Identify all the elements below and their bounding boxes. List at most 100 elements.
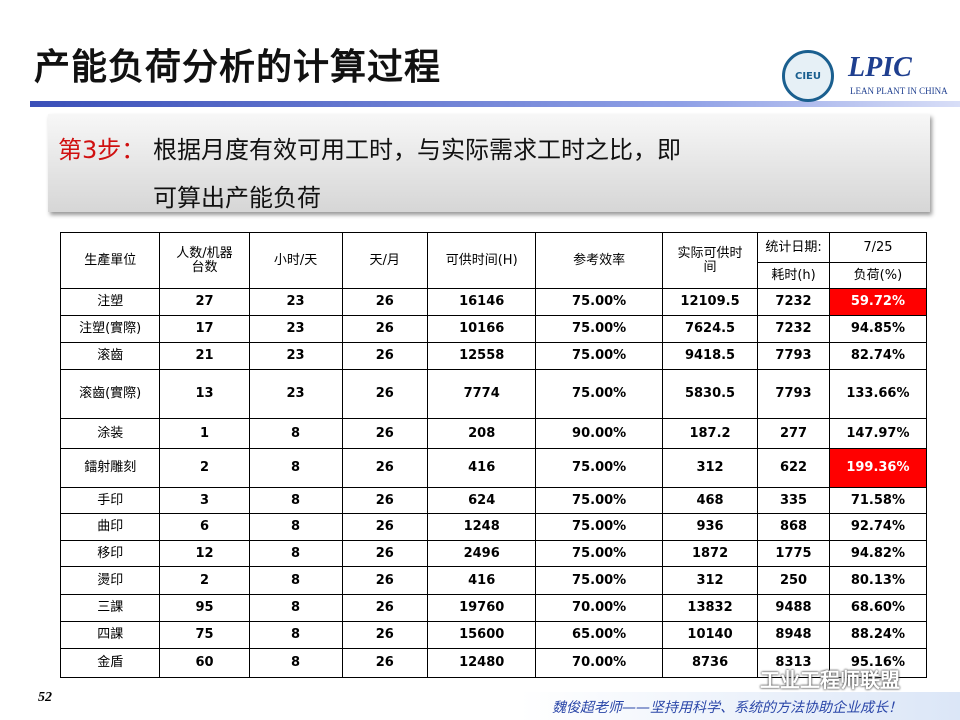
value-cell: 312 <box>661 566 759 595</box>
value-cell: 26 <box>341 594 428 622</box>
value-cell: 13832 <box>661 594 759 622</box>
value-cell: 26 <box>341 513 428 541</box>
value-cell: 59.72% <box>828 288 928 316</box>
step-box <box>48 114 930 212</box>
value-cell: 68.60% <box>828 594 928 622</box>
unit-cell: 金盾 <box>59 648 161 678</box>
value-cell: 8 <box>248 594 343 622</box>
table-row: 四課 75 8 26 15600 65.00% 10140 8948 88.24% <box>59 621 928 649</box>
unit-cell: 三課 <box>59 594 161 622</box>
value-cell: 416 <box>426 448 537 488</box>
header-cell: 参考效率 <box>535 232 663 289</box>
value-cell: 21 <box>159 342 250 370</box>
header-row: 生產單位 人数/机器台数 小时/天 天/月 可供时间(H) 参考效率 实际可供时间 统计日期:… <box>59 232 928 289</box>
slide-title: 产能负荷分析的计算过程 <box>34 47 442 88</box>
value-cell: 8 <box>248 566 343 595</box>
value-cell: 17 <box>159 315 250 343</box>
value-cell: 8736 <box>661 648 759 678</box>
unit-cell: 涂装 <box>59 418 161 449</box>
value-cell: 12558 <box>426 342 537 370</box>
header-cell: 天/月 <box>341 232 428 289</box>
value-cell: 75.00% <box>535 540 663 567</box>
value-cell: 147.97% <box>828 418 928 449</box>
unit-cell: 四課 <box>59 621 161 649</box>
table-row: 涂装 1 8 26 208 90.00% 187.2 277 147.97% <box>59 418 928 449</box>
value-cell: 5830.5 <box>661 369 759 419</box>
value-cell: 88.24% <box>828 621 928 649</box>
unit-cell: 注塑(實際) <box>59 315 161 343</box>
value-cell: 3 <box>159 487 250 514</box>
unit-cell: 注塑 <box>59 288 161 316</box>
value-cell: 94.85% <box>828 315 928 343</box>
header-row: 耗时(h) 负荷(%) <box>61 262 928 289</box>
value-cell: 868 <box>757 513 830 541</box>
value-cell: 9418.5 <box>661 342 759 370</box>
header-cell: 可供时间(H) <box>426 232 537 289</box>
value-cell: 26 <box>341 648 428 678</box>
table-row: 滚齒(實際) 13 23 26 7774 75.00% 5830.5 7793 133.66% <box>59 369 928 419</box>
value-cell: 8 <box>248 418 343 449</box>
value-cell: 7793 <box>757 369 830 419</box>
value-cell: 65.00% <box>535 621 663 649</box>
unit-cell: 手印 <box>59 487 161 514</box>
header-cell: 实际可供时间 <box>661 232 759 289</box>
value-cell: 2496 <box>426 540 537 567</box>
value-cell: 187.2 <box>661 418 759 449</box>
value-cell: 250 <box>757 566 830 595</box>
unit-cell: 滚齒(實際) <box>59 369 161 419</box>
table-row: 移印 12 8 26 2496 75.00% 1872 1775 94.82% <box>59 540 928 567</box>
value-cell: 936 <box>661 513 759 541</box>
value-cell: 92.74% <box>828 513 928 541</box>
value-cell: 60 <box>159 648 250 678</box>
load-table: 生產單位 人数/机器台数 小时/天 天/月 可供时间(H) 参考效率 实际可供时间 统计日期:… <box>59 232 928 678</box>
header-cell: 耗时(h) <box>757 262 830 289</box>
value-cell: 26 <box>341 621 428 649</box>
value-cell: 94.82% <box>828 540 928 567</box>
step-text: 根据月度有效可用工时，与实际需求工时之比，即 <box>153 136 681 164</box>
value-cell: 95.16% <box>828 648 928 678</box>
value-cell: 75 <box>159 621 250 649</box>
value-cell: 8 <box>248 448 343 488</box>
value-cell: 26 <box>341 448 428 488</box>
value-cell: 80.13% <box>828 566 928 595</box>
value-cell: 95 <box>159 594 250 622</box>
value-cell: 335 <box>757 487 830 514</box>
value-cell: 26 <box>341 418 428 449</box>
value-cell: 70.00% <box>535 648 663 678</box>
slogan-bar <box>520 692 960 720</box>
table-row: 注塑 27 23 26 16146 75.00% 12109.5 7232 59.72% <box>59 288 928 316</box>
value-cell: 16146 <box>426 288 537 316</box>
watermark: 工业工程师联盟 <box>760 668 900 692</box>
unit-cell: 曲印 <box>59 513 161 541</box>
value-cell: 12480 <box>426 648 537 678</box>
value-cell: 8 <box>248 487 343 514</box>
value-cell: 7232 <box>757 288 830 316</box>
value-cell: 624 <box>426 487 537 514</box>
value-cell: 7774 <box>426 369 537 419</box>
value-cell: 1872 <box>661 540 759 567</box>
unit-cell: 燙印 <box>59 566 161 595</box>
header-cell: 7/25 <box>828 232 928 263</box>
value-cell: 75.00% <box>535 566 663 595</box>
table-row: 注塑(實際) 17 23 26 10166 75.00% 7624.5 7232 94.85% <box>59 315 928 343</box>
value-cell: 199.36% <box>828 448 928 488</box>
step-label: 第3步： <box>58 136 146 164</box>
value-cell: 9488 <box>757 594 830 622</box>
table-row: 滚齒 21 23 26 12558 75.00% 9418.5 7793 82.74% <box>59 342 928 370</box>
value-cell: 71.58% <box>828 487 928 514</box>
header-cell: 小时/天 <box>248 232 343 289</box>
value-cell: 26 <box>341 369 428 419</box>
page-number: 52 <box>38 690 52 705</box>
value-cell: 75.00% <box>535 315 663 343</box>
value-cell: 13 <box>159 369 250 419</box>
value-cell: 26 <box>341 540 428 567</box>
header-cell: 负荷(%) <box>828 262 928 289</box>
value-cell: 26 <box>341 566 428 595</box>
value-cell: 7232 <box>757 315 830 343</box>
header-cell: 生產單位 <box>59 232 161 289</box>
value-cell: 2 <box>159 448 250 488</box>
value-cell: 90.00% <box>535 418 663 449</box>
value-cell: 26 <box>341 288 428 316</box>
value-cell: 75.00% <box>535 369 663 419</box>
